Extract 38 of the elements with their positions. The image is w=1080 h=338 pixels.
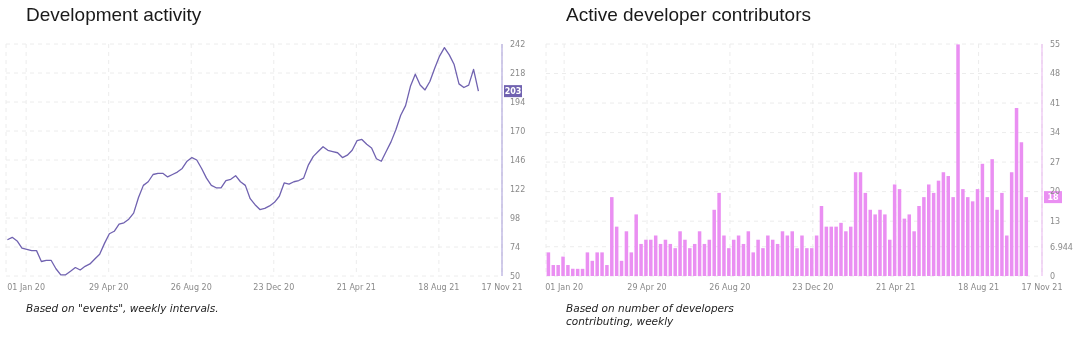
chart-title: Development activity	[25, 3, 203, 27]
y-tick-label: 218	[510, 68, 526, 78]
x-tick-label: 18 Aug 21	[418, 282, 460, 292]
y-tick-label: 122	[510, 184, 526, 194]
x-tick-label: 21 Apr 21	[336, 282, 376, 292]
x-tick-label: 29 Apr 20	[627, 282, 667, 292]
y-tick-label: 55	[1050, 39, 1061, 49]
x-tick-label: 01 Jan 20	[7, 282, 46, 292]
y-tick-label: 41	[1050, 98, 1061, 108]
x-tick-label: 21 Apr 21	[876, 282, 916, 292]
x-tick-label: 26 Aug 20	[709, 282, 751, 292]
text: 18	[1047, 193, 1059, 203]
x-tick-label: 18 Aug 21	[958, 282, 1000, 292]
y-tick-label: 50	[510, 271, 521, 281]
y-tick-label: 194	[510, 97, 526, 107]
x-tick-label: 17 Nov 21	[1021, 282, 1063, 292]
y-tick-label: 27	[1050, 157, 1061, 167]
y-tick-label: 146	[510, 155, 526, 165]
x-tick-label: 26 Aug 20	[170, 282, 212, 292]
text: 203	[504, 87, 522, 97]
x-tick-label: 29 Apr 20	[89, 282, 129, 292]
line-series	[6, 46, 480, 276]
y-tick-label: 48	[1050, 69, 1061, 79]
chart-title: Active developer contributors	[565, 3, 812, 27]
text: Based on number of developers contributing, weekly	[566, 302, 735, 328]
y-tick-label: 242	[510, 39, 526, 49]
y-tick-label: 6.944	[1050, 242, 1073, 252]
y-tick-label: 98	[510, 213, 521, 223]
y-tick-label: 170	[510, 126, 526, 136]
x-tick-label: 17 Nov 21	[481, 282, 523, 292]
x-tick-label: 01 Jan 20	[545, 282, 583, 292]
y-tick-label: 0	[1050, 271, 1056, 281]
x-tick-label: 23 Dec 20	[253, 282, 295, 292]
text: Based on "events", weekly intervals.	[26, 302, 220, 315]
x-tick-label: 23 Dec 20	[792, 282, 834, 292]
y-tick-label: 74	[510, 242, 521, 252]
y-tick-label: 13	[1050, 217, 1061, 226]
y-tick-label: 34	[1050, 128, 1061, 138]
